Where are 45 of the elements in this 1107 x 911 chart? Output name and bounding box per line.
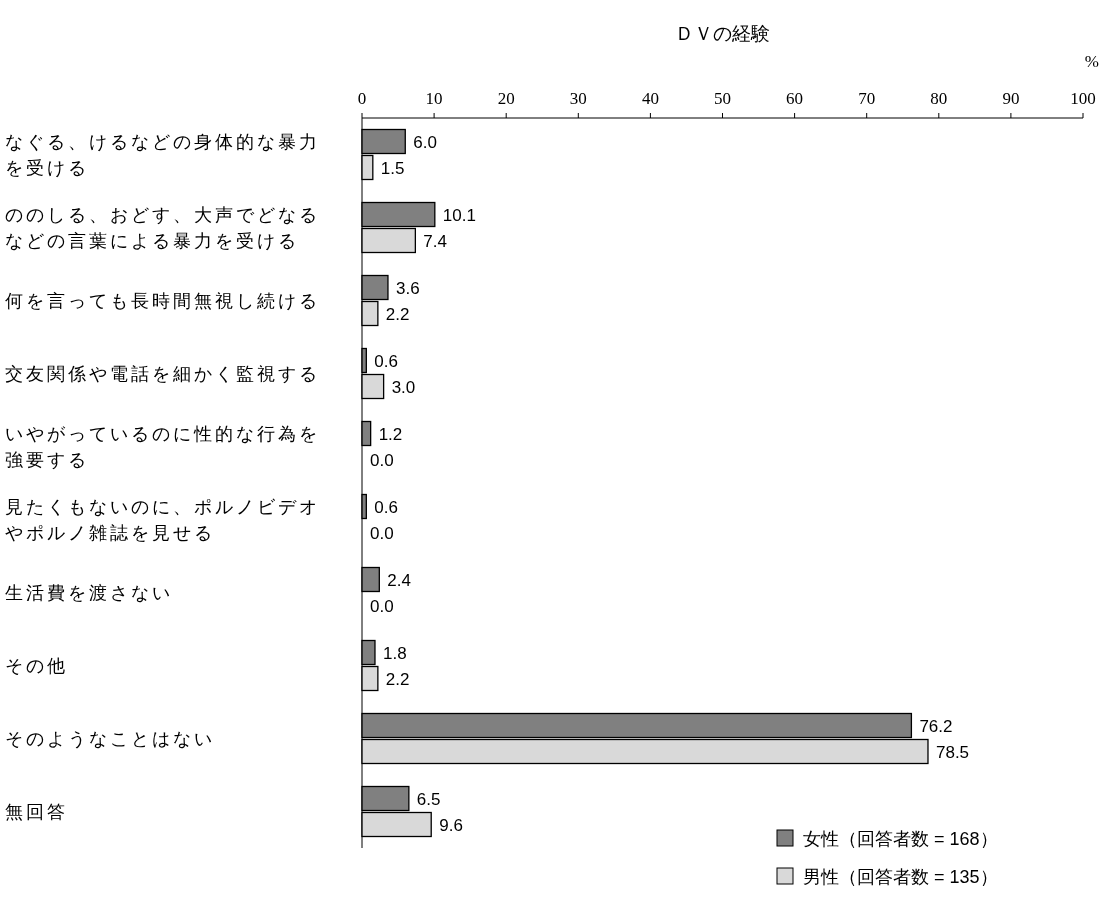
data-label: 1.5 [380, 158, 405, 178]
y-tick-label: そのようなことはない [5, 728, 215, 749]
x-axis-title: % [1084, 52, 1099, 71]
y-tick-label: 見たくもないのに、ポルノビデオやポルノ雑誌を見せる [5, 496, 320, 543]
data-label: 9.6 [439, 815, 463, 835]
data-label: 6.0 [413, 132, 437, 152]
data-label: 0.0 [370, 450, 394, 470]
x-tick-label: 0 [357, 89, 367, 108]
data-label: 6.5 [416, 789, 441, 809]
y-tick-label: 生活費を渡さない [5, 582, 173, 603]
chart-title: ＤＶの経験 [675, 23, 770, 44]
data-label: 0.0 [370, 596, 394, 616]
y-tick-label: 無回答 [5, 801, 68, 822]
data-label: 2.2 [385, 669, 410, 689]
y-tick-label: その他 [5, 655, 68, 676]
data-label: 1.8 [382, 643, 407, 663]
data-label: 78.5 [935, 742, 970, 762]
data-label: 0.6 [374, 497, 398, 517]
data-label: 1.2 [378, 424, 403, 444]
data-label: 3.0 [391, 377, 416, 397]
data-label: 2.2 [385, 304, 410, 324]
legend-label: 男性（回答者数 = 135） [803, 867, 998, 887]
data-label: 76.2 [919, 716, 953, 736]
x-tick-label: 80 [930, 89, 948, 108]
x-tick-label: 30 [569, 89, 587, 108]
x-tick-label: 40 [641, 89, 659, 108]
data-label: 0.0 [370, 523, 394, 543]
data-label: 0.6 [374, 351, 398, 371]
x-tick-label: 100 [1070, 89, 1096, 108]
legend-label: 女性（回答者数 = 168） [803, 829, 998, 849]
y-tick-label: 交友関係や電話を細かく監視する [5, 363, 320, 384]
data-label: 7.4 [423, 231, 447, 251]
x-tick-label: 20 [497, 89, 515, 108]
x-tick-label: 60 [786, 89, 804, 108]
y-tick-label: なぐる、けるなどの身体的な暴力を受ける [5, 131, 320, 178]
x-tick-label: 70 [858, 89, 876, 108]
data-label: 2.4 [387, 570, 411, 590]
y-tick-label: ののしる、おどす、大声でどなるなどの言葉による暴力を受ける [5, 204, 320, 251]
y-tick-label: いやがっているのに性的な行為を強要する [5, 423, 320, 470]
y-tick-label: 何を言っても長時間無視し続ける [5, 290, 320, 311]
x-tick-label: 10 [425, 89, 443, 108]
data-label: 3.6 [395, 278, 420, 298]
data-label: 10.1 [442, 205, 476, 225]
x-tick-label: 50 [714, 89, 731, 108]
x-tick-label: 90 [1002, 89, 1020, 108]
